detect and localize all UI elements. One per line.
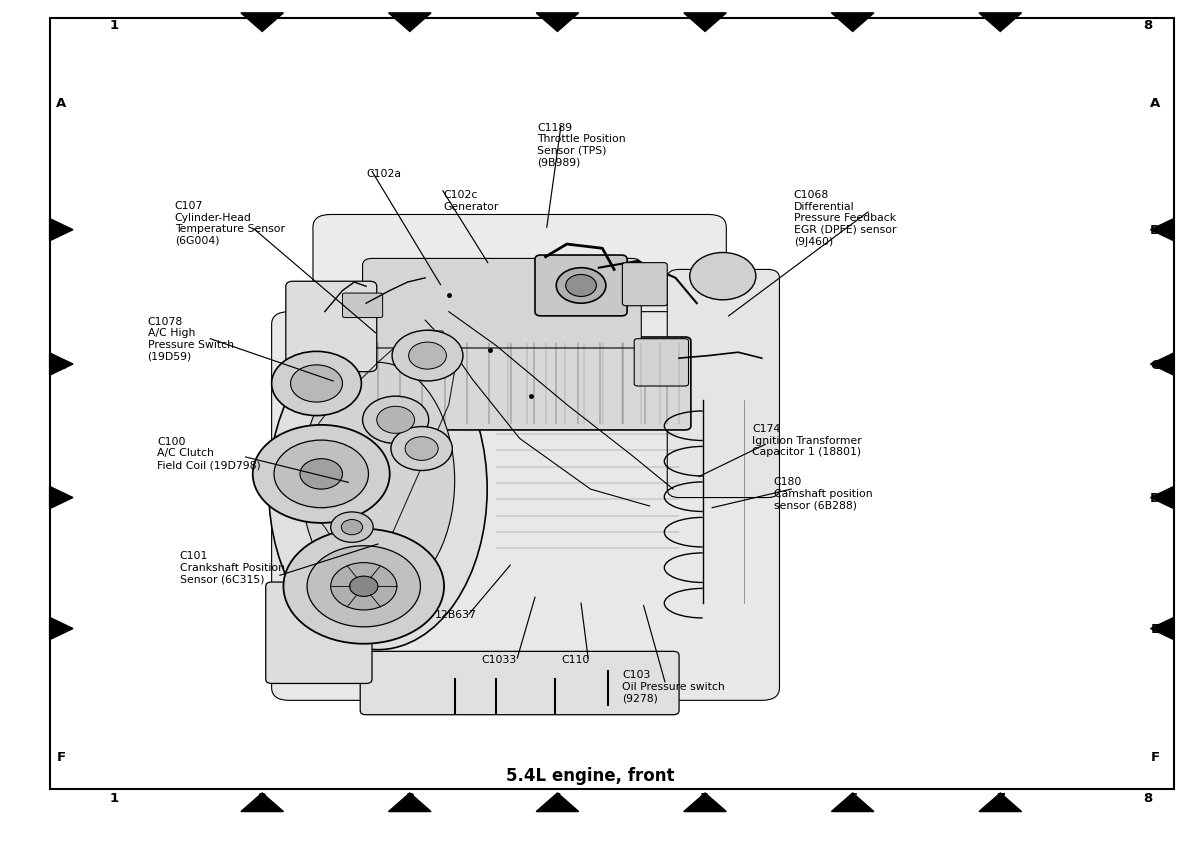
Circle shape (566, 275, 596, 297)
FancyBboxPatch shape (360, 652, 679, 715)
Text: C174
Ignition Transformer
Capacitor 1 (18801): C174 Ignition Transformer Capacitor 1 (1… (752, 424, 862, 457)
Circle shape (300, 459, 342, 490)
Text: A: A (57, 96, 66, 110)
Text: 8: 8 (1143, 19, 1153, 32)
Text: F: F (1150, 750, 1160, 764)
Circle shape (307, 546, 420, 627)
Polygon shape (979, 14, 1022, 32)
Text: D: D (1149, 491, 1161, 505)
Circle shape (272, 352, 361, 416)
Polygon shape (50, 618, 73, 640)
Text: E: E (57, 622, 66, 636)
Text: 8: 8 (1143, 791, 1153, 804)
FancyBboxPatch shape (342, 294, 383, 318)
Text: C1189
Throttle Position
Sensor (TPS)
(9B989): C1189 Throttle Position Sensor (TPS) (9B… (537, 122, 626, 167)
FancyBboxPatch shape (354, 338, 691, 430)
FancyBboxPatch shape (286, 282, 377, 372)
Text: C1033: C1033 (482, 654, 517, 664)
Polygon shape (389, 14, 431, 32)
Circle shape (405, 437, 438, 461)
FancyBboxPatch shape (634, 339, 689, 387)
Text: 2: 2 (257, 19, 267, 32)
FancyBboxPatch shape (266, 582, 372, 684)
Ellipse shape (301, 363, 455, 599)
Polygon shape (50, 219, 73, 241)
Polygon shape (684, 793, 726, 812)
Text: C110: C110 (561, 654, 589, 664)
Circle shape (377, 407, 415, 434)
Text: 4: 4 (553, 791, 562, 804)
Text: C102a: C102a (366, 169, 402, 179)
Circle shape (363, 397, 429, 444)
Text: C103
Oil Pressure switch
(9278): C103 Oil Pressure switch (9278) (622, 669, 725, 702)
FancyBboxPatch shape (313, 215, 726, 384)
Polygon shape (831, 793, 874, 812)
Circle shape (291, 365, 342, 403)
Text: 1: 1 (110, 19, 119, 32)
Circle shape (283, 529, 444, 644)
Circle shape (409, 343, 446, 370)
Polygon shape (389, 793, 431, 812)
Text: 5: 5 (700, 19, 710, 32)
Circle shape (274, 441, 368, 508)
Text: 3: 3 (405, 791, 415, 804)
Polygon shape (536, 793, 579, 812)
Circle shape (331, 512, 373, 543)
FancyBboxPatch shape (622, 263, 667, 306)
Polygon shape (979, 793, 1022, 812)
Polygon shape (1150, 219, 1174, 241)
Polygon shape (241, 793, 283, 812)
Text: 3: 3 (405, 19, 415, 32)
Text: B: B (1150, 224, 1160, 237)
Circle shape (392, 331, 463, 381)
Polygon shape (831, 14, 874, 32)
Text: B: B (57, 224, 66, 237)
Text: C101
Crankshaft Position
Sensor (6C315): C101 Crankshaft Position Sensor (6C315) (180, 550, 285, 583)
Circle shape (253, 425, 390, 523)
Polygon shape (536, 14, 579, 32)
Text: C180
Camshaft position
sensor (6B288): C180 Camshaft position sensor (6B288) (774, 477, 873, 510)
Text: F: F (57, 750, 66, 764)
Text: C102c
Generator: C102c Generator (443, 190, 498, 212)
Circle shape (690, 253, 756, 300)
Polygon shape (50, 487, 73, 509)
Circle shape (341, 520, 363, 535)
Polygon shape (1150, 618, 1174, 640)
Text: 7: 7 (996, 19, 1005, 32)
FancyBboxPatch shape (667, 270, 779, 498)
Circle shape (331, 563, 397, 610)
Circle shape (391, 427, 452, 471)
Text: C: C (1150, 358, 1160, 371)
Text: 5: 5 (700, 791, 710, 804)
Polygon shape (1150, 354, 1174, 376)
Ellipse shape (269, 329, 487, 650)
FancyBboxPatch shape (363, 259, 641, 349)
Text: 2: 2 (257, 791, 267, 804)
Circle shape (350, 576, 378, 597)
Text: C107
Cylinder-Head
Temperature Sensor
(6G004): C107 Cylinder-Head Temperature Sensor (6… (175, 201, 285, 246)
Text: C1078
A/C High
Pressure Switch
(19D59): C1078 A/C High Pressure Switch (19D59) (148, 316, 234, 361)
FancyBboxPatch shape (272, 312, 779, 701)
Text: C100
A/C Clutch
Field Coil (19D798): C100 A/C Clutch Field Coil (19D798) (157, 436, 261, 469)
Text: 6: 6 (848, 791, 857, 804)
Polygon shape (684, 14, 726, 32)
FancyBboxPatch shape (535, 256, 627, 316)
Text: 6: 6 (848, 19, 857, 32)
Text: 5.4L engine, front: 5.4L engine, front (507, 766, 674, 784)
Circle shape (556, 268, 606, 304)
Text: 4: 4 (553, 19, 562, 32)
Text: C: C (57, 358, 66, 371)
Polygon shape (241, 14, 283, 32)
Text: 1: 1 (110, 791, 119, 804)
Text: 7: 7 (996, 791, 1005, 804)
Text: C1068
Differential
Pressure Feedback
EGR (DPFE) sensor
(9J460): C1068 Differential Pressure Feedback EGR… (794, 190, 896, 246)
Text: 12B637: 12B637 (435, 609, 476, 619)
Text: A: A (1150, 96, 1160, 110)
Polygon shape (50, 354, 73, 376)
Text: D: D (56, 491, 67, 505)
Text: E: E (1150, 622, 1160, 636)
Polygon shape (1150, 487, 1174, 509)
